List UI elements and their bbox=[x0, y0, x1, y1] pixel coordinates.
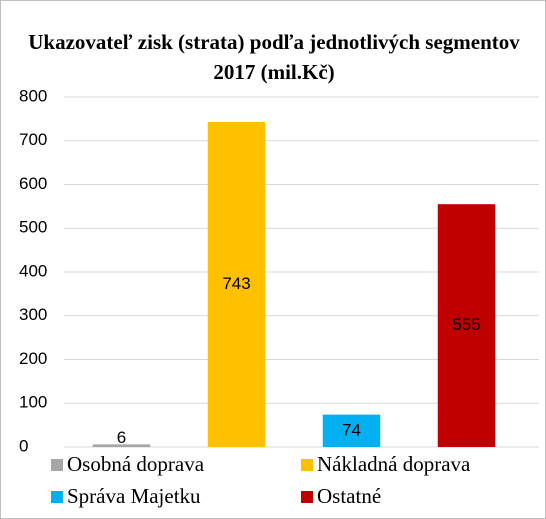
bar bbox=[322, 414, 381, 447]
y-tick-label: 300 bbox=[19, 305, 47, 324]
y-tick-label: 200 bbox=[19, 349, 47, 368]
legend-label: Ostatné bbox=[317, 484, 381, 508]
y-tick-label: 500 bbox=[19, 218, 47, 237]
legend-swatch bbox=[51, 491, 63, 503]
y-tick-label: 800 bbox=[19, 86, 47, 105]
legend-label: Osobná doprava bbox=[67, 452, 205, 476]
data-label: 6 bbox=[117, 428, 126, 447]
y-tick-label: 700 bbox=[19, 130, 47, 149]
legend-swatch bbox=[51, 459, 63, 471]
y-tick-label: 0 bbox=[19, 436, 28, 455]
legend-label: Nákladná doprava bbox=[317, 452, 471, 476]
bar bbox=[92, 444, 151, 447]
chart-title: Ukazovateľ zisk (strata) podľa jednotliv… bbox=[28, 30, 520, 84]
bar bbox=[437, 204, 496, 447]
bar bbox=[207, 121, 266, 447]
legend-swatch bbox=[301, 459, 313, 471]
y-tick-label: 100 bbox=[19, 393, 47, 412]
legend-swatch bbox=[301, 491, 313, 503]
legend-label: Správa Majetku bbox=[67, 484, 201, 508]
data-label: 743 bbox=[222, 274, 250, 293]
data-label: 555 bbox=[452, 315, 480, 334]
data-label: 74 bbox=[342, 420, 361, 439]
y-tick-label: 400 bbox=[19, 261, 47, 280]
y-tick-label: 600 bbox=[19, 174, 47, 193]
